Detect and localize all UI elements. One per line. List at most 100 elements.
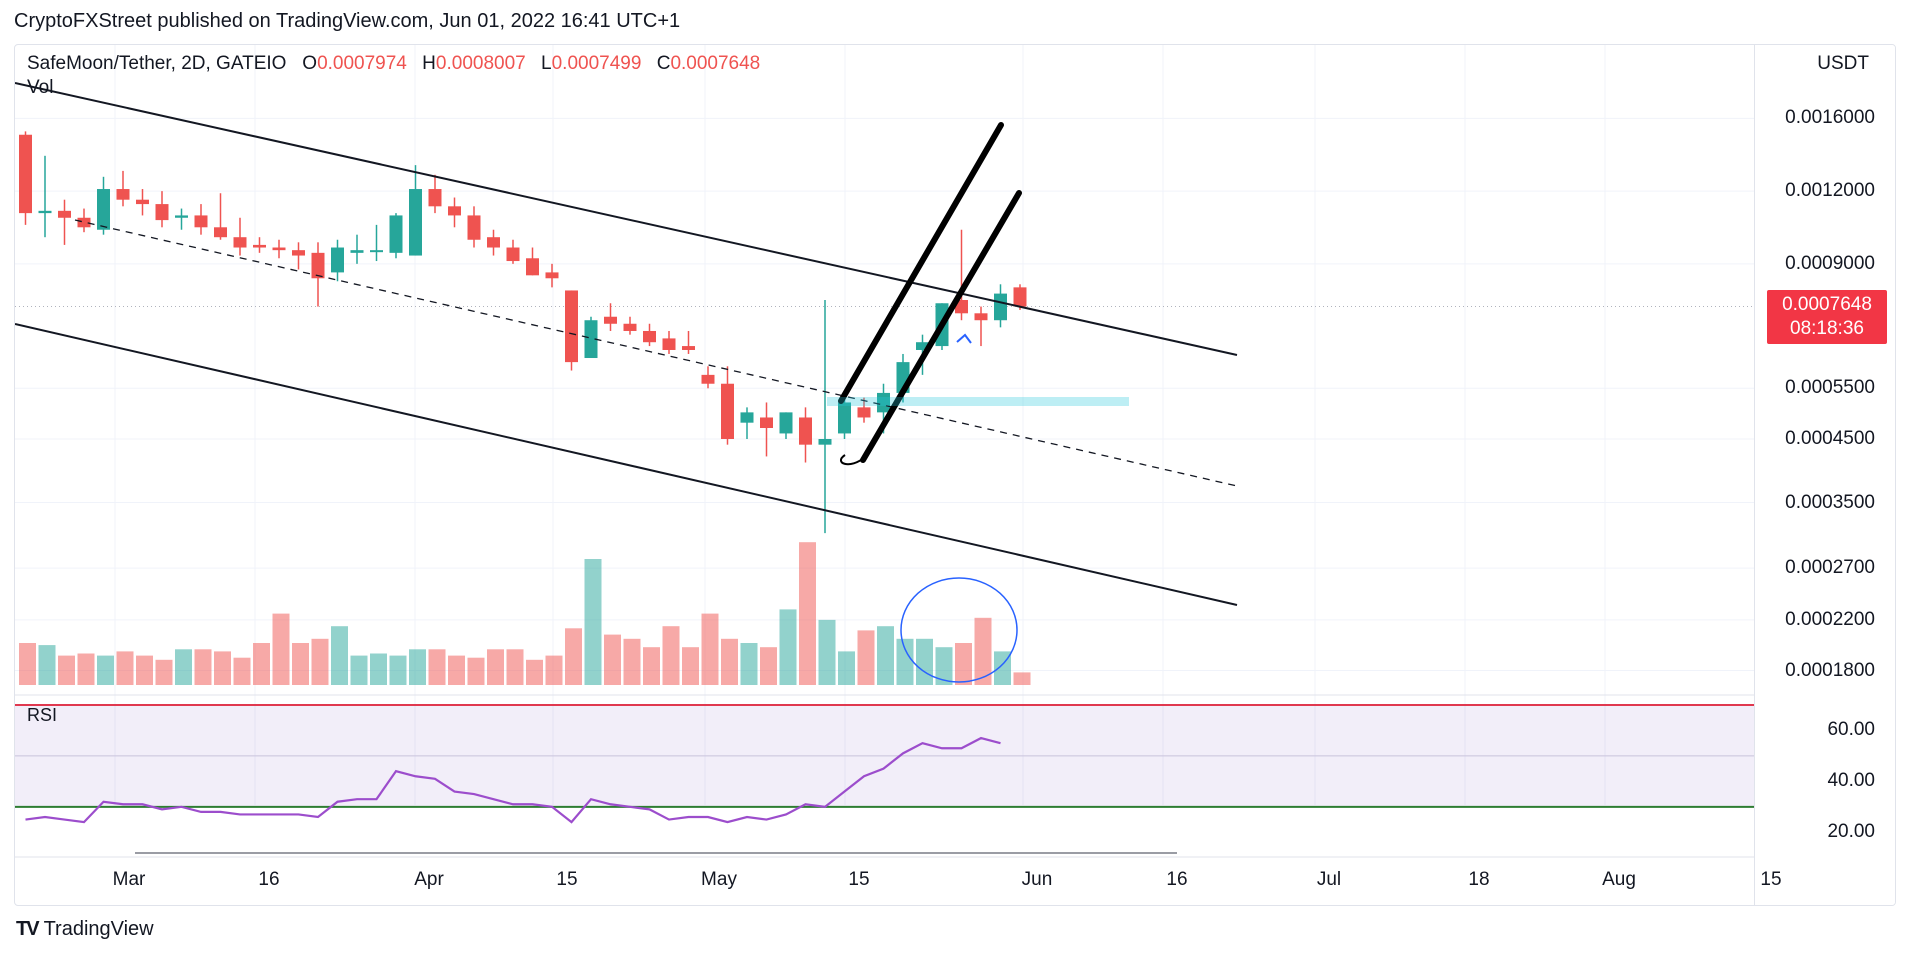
candle-body [701, 374, 715, 384]
volume-bar [682, 647, 699, 685]
price-tick-label: 0.0016000 [1785, 107, 1875, 129]
support-curl-mark [839, 454, 866, 466]
price-tick-label: 0.0012000 [1785, 180, 1875, 202]
volume-bar [1013, 672, 1031, 685]
candle-body [506, 247, 520, 262]
channel-upper-line [15, 82, 1238, 356]
volume-bar [896, 638, 914, 685]
blue-arrow-mark [956, 333, 972, 344]
symbol-legend: SafeMoon/Tether, 2D, GATEIO O0.0007974 H… [27, 53, 770, 75]
volume-bar [701, 613, 719, 685]
low-value: 0.0007499 [551, 53, 642, 74]
volume-bar [877, 626, 894, 685]
rsi-pane-label: RSI [27, 705, 58, 725]
candle-body [643, 330, 656, 343]
candle-body [214, 227, 227, 238]
time-tick-label: 16 [258, 869, 280, 890]
candle-body [136, 199, 149, 205]
candle-body [448, 206, 461, 216]
candle-body [604, 316, 617, 324]
volume-bar [175, 649, 192, 685]
volume-bar [97, 655, 114, 685]
tradingview-footer[interactable]: TV TradingView [16, 918, 154, 941]
volume-bar [916, 638, 933, 685]
time-tick-label: 15 [1760, 869, 1782, 890]
candle-body [97, 189, 110, 230]
volume-bar [506, 649, 524, 685]
volume-bar [428, 649, 446, 685]
candle-body [760, 417, 773, 429]
candle-body [526, 258, 539, 276]
candle-body [838, 402, 851, 434]
volume-bar [974, 617, 992, 685]
volume-bar [77, 653, 95, 685]
candle-body [175, 215, 188, 218]
candle-body [409, 189, 422, 256]
volume-bar [253, 643, 270, 685]
candle-body [77, 217, 91, 228]
time-tick-label: May [701, 869, 737, 890]
candle-body [857, 407, 871, 418]
chart-canvas[interactable] [15, 45, 1895, 905]
tradingview-logo-icon: TV [16, 918, 40, 940]
chart-frame[interactable]: SafeMoon/Tether, 2D, GATEIO O0.0007974 H… [14, 44, 1896, 906]
price-axis-unit: USDT [1817, 53, 1869, 74]
volume-bar [136, 655, 153, 685]
candle-body [467, 215, 481, 240]
volume-bar [116, 651, 134, 685]
time-tick-label: 16 [1166, 869, 1188, 890]
close-value: 0.0007648 [670, 53, 761, 74]
volume-bar [565, 628, 582, 685]
channel-middle-line [74, 219, 1238, 487]
rsi-tick-label: 60.00 [1827, 719, 1875, 741]
bar-countdown: 08:18:36 [1790, 318, 1864, 339]
price-tick-label: 0.0001800 [1785, 659, 1875, 681]
volume-bar [370, 653, 387, 685]
time-tick-label: Jun [1021, 869, 1053, 890]
volume-bar [604, 634, 621, 685]
candle-body [116, 189, 130, 200]
volume-bar [214, 651, 231, 685]
volume-bar [350, 655, 368, 685]
volume-bar [331, 626, 348, 685]
candle-body [331, 247, 344, 273]
candle-body [545, 272, 559, 279]
volume-bar [194, 649, 212, 685]
current-price-tag: 0.0007648 08:18:36 [1767, 290, 1887, 344]
close-label: C [656, 53, 671, 74]
volume-bar [643, 647, 660, 685]
volume-bar [799, 542, 816, 685]
volume-bar [311, 638, 329, 685]
candle-body [877, 392, 890, 413]
symbol-title: SafeMoon/Tether, 2D, GATEIO [27, 53, 287, 74]
volume-bar [955, 643, 972, 685]
current-price-value: 0.0007648 [1782, 294, 1872, 315]
high-label: H [422, 53, 436, 74]
time-tick-label: Apr [414, 869, 444, 890]
time-tick-label: Aug [1602, 869, 1636, 890]
volume-bar [545, 655, 563, 685]
volume-bar [740, 643, 758, 685]
rsi-tick-label: 40.00 [1827, 770, 1875, 792]
candle-body [584, 320, 598, 359]
volume-bar [623, 638, 641, 685]
volume-bar [467, 657, 485, 685]
volume-bar [838, 651, 855, 685]
candle-body [38, 210, 52, 214]
time-tick-label: 18 [1468, 869, 1490, 890]
volume-bar [818, 619, 836, 685]
volume-bar [19, 643, 36, 685]
candle-body [311, 252, 325, 279]
high-value: 0.0008007 [435, 53, 526, 74]
candle-body [272, 247, 286, 251]
price-axis[interactable]: USDT 0.0007648 08:18:36 0.0016000 0.00120… [1754, 45, 1895, 905]
rsi-tick-label: 20.00 [1827, 821, 1875, 843]
volume-bar [721, 638, 738, 685]
candle-body [58, 210, 71, 218]
time-tick-label: Mar [112, 869, 146, 890]
volume-bar [760, 647, 777, 685]
volume-bar [584, 559, 602, 685]
volume-bar [272, 613, 290, 685]
publisher-line: CryptoFXStreet published on TradingView.… [14, 10, 681, 32]
candle-body [350, 250, 364, 253]
